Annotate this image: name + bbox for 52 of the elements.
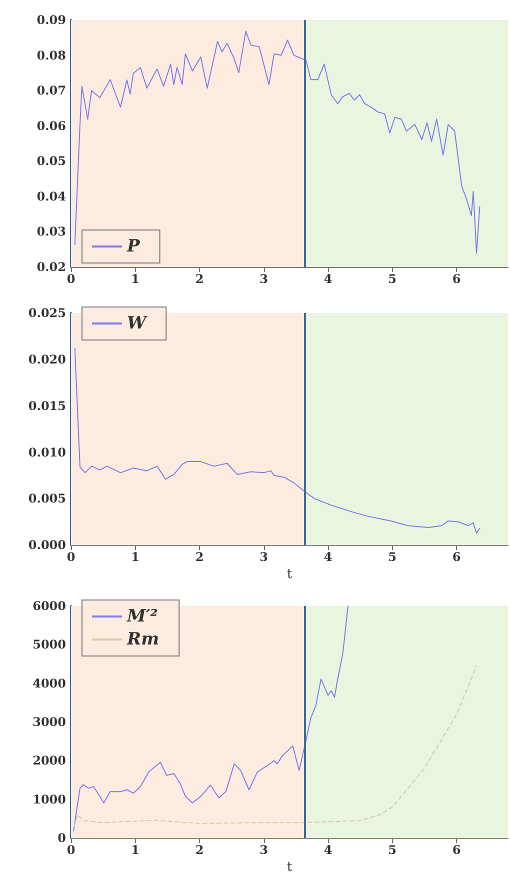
- x-axis-title: t: [286, 860, 293, 875]
- x-tick-label: 3: [260, 843, 268, 858]
- x-tick-label: 3: [260, 550, 268, 564]
- x-tick-label: 5: [388, 843, 397, 858]
- x-tick-label: 4: [324, 550, 332, 564]
- y-tick-label: 4000: [32, 676, 66, 690]
- x-tick-label: 3: [260, 272, 268, 286]
- y-tick-label: 0.025: [28, 306, 66, 320]
- x-tick-label: 1: [131, 843, 140, 858]
- y-tick-label: 0: [58, 831, 66, 846]
- x-tick-label: 0: [66, 550, 76, 564]
- line-series: [74, 348, 480, 534]
- y-tick-label: 0.07: [36, 84, 66, 98]
- line-series: [74, 665, 478, 827]
- y-tick-label: 0.08: [36, 48, 66, 62]
- y-tick-label: 0.03: [36, 224, 66, 239]
- y-tick-label: 0.06: [36, 118, 66, 133]
- x-tick-label: 4: [324, 843, 332, 858]
- x-tick-label: 6: [452, 272, 461, 286]
- x-axis-title: t: [286, 567, 293, 582]
- x-tick-label: 0: [66, 843, 76, 858]
- y-tick-label: 0.04: [36, 189, 66, 204]
- y-tick-label: 0.000: [28, 538, 66, 552]
- x-tick-label: 2: [195, 843, 204, 858]
- x-tick-label: 0: [66, 272, 76, 286]
- x-tick-label: 5: [388, 550, 397, 564]
- y-tick-label: 0.010: [28, 445, 66, 460]
- x-tick-label: 2: [195, 272, 204, 286]
- x-tick-label: 6: [452, 550, 461, 564]
- x-tick-label: 5: [388, 272, 397, 286]
- legend-label: M′²: [126, 606, 158, 626]
- x-tick-label: 2: [195, 550, 204, 564]
- y-tick-label: 0.02: [36, 260, 66, 274]
- legend-label: W: [127, 314, 148, 334]
- line-series: [73, 606, 348, 832]
- x-tick-label: 1: [131, 550, 140, 564]
- y-tick-label: 0.005: [28, 492, 66, 506]
- y-tick-label: 6000: [32, 599, 66, 613]
- legend-label: Rm: [126, 630, 160, 650]
- y-tick-label: 3000: [32, 715, 66, 730]
- legend-label: P: [126, 236, 141, 256]
- y-tick-label: 5000: [32, 638, 66, 652]
- y-tick-label: 0.020: [28, 352, 66, 366]
- y-tick-label: 0.09: [36, 13, 66, 27]
- y-tick-label: 0.05: [36, 154, 66, 168]
- y-tick-label: 2000: [32, 754, 66, 768]
- x-tick-label: 4: [324, 272, 332, 286]
- y-tick-label: 0.015: [28, 398, 66, 413]
- x-tick-label: 1: [131, 272, 140, 286]
- x-tick-label: 6: [452, 843, 461, 858]
- line-series: [74, 30, 480, 254]
- y-tick-label: 1000: [32, 792, 66, 806]
